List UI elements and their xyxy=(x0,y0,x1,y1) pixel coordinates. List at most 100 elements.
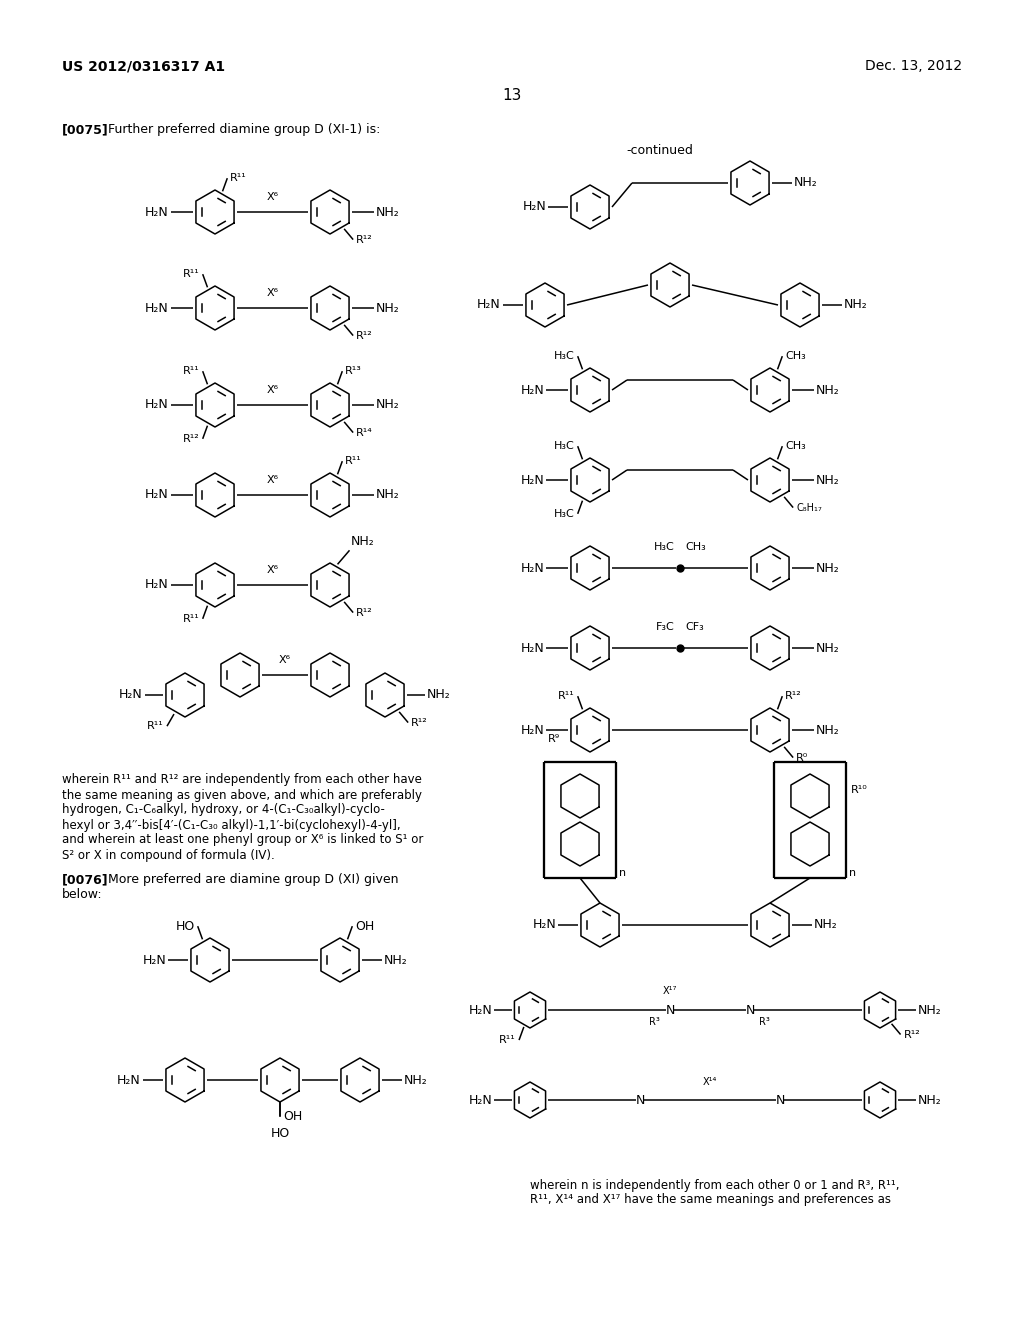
Text: H₃C: H₃C xyxy=(554,351,574,362)
Text: R³: R³ xyxy=(759,1016,769,1027)
Text: Dec. 13, 2012: Dec. 13, 2012 xyxy=(865,59,962,73)
Text: R¹²: R¹² xyxy=(356,607,373,618)
Text: H₂N: H₂N xyxy=(477,298,501,312)
Text: NH₂: NH₂ xyxy=(816,561,840,574)
Text: and wherein at least one phenyl group or X⁶ is linked to S¹ or: and wherein at least one phenyl group or… xyxy=(62,833,423,846)
Text: H₃C: H₃C xyxy=(654,543,675,552)
Text: H₂N: H₂N xyxy=(118,1073,141,1086)
Text: CH₃: CH₃ xyxy=(685,543,706,552)
Text: HO: HO xyxy=(270,1127,290,1140)
Text: S² or X in compound of formula (IV).: S² or X in compound of formula (IV). xyxy=(62,849,274,862)
Text: -continued: -continued xyxy=(627,144,693,157)
Text: hexyl or 3,4′′-bis[4′-(C₁-C₃₀ alkyl)-1,1′-bi(cyclohexyl)-4-yl],: hexyl or 3,4′′-bis[4′-(C₁-C₃₀ alkyl)-1,1… xyxy=(62,818,400,832)
Text: X⁶: X⁶ xyxy=(266,565,279,576)
Text: OH: OH xyxy=(283,1110,302,1122)
Text: R¹¹, X¹⁴ and X¹⁷ have the same meanings and preferences as: R¹¹, X¹⁴ and X¹⁷ have the same meanings … xyxy=(530,1193,891,1206)
Text: NH₂: NH₂ xyxy=(376,206,399,219)
Text: H₂N: H₂N xyxy=(145,578,169,591)
Text: R¹²: R¹² xyxy=(903,1030,921,1040)
Text: H₂N: H₂N xyxy=(468,1093,492,1106)
Text: H₂N: H₂N xyxy=(520,561,544,574)
Text: n: n xyxy=(618,869,626,878)
Text: R¹²: R¹² xyxy=(412,718,428,727)
Text: H₂N: H₂N xyxy=(142,953,166,966)
Text: N: N xyxy=(745,1003,755,1016)
Text: H₂N: H₂N xyxy=(532,919,556,932)
Text: More preferred are diamine group D (XI) given: More preferred are diamine group D (XI) … xyxy=(108,874,398,887)
Text: NH₂: NH₂ xyxy=(404,1073,428,1086)
Text: NH₂: NH₂ xyxy=(918,1093,942,1106)
Text: F₃C: F₃C xyxy=(656,622,675,632)
Text: wherein n is independently from each other 0 or 1 and R³, R¹¹,: wherein n is independently from each oth… xyxy=(530,1179,899,1192)
Text: X¹⁴: X¹⁴ xyxy=(702,1077,717,1086)
Text: 13: 13 xyxy=(503,87,521,103)
Text: X⁶: X⁶ xyxy=(266,385,279,395)
Text: H₂N: H₂N xyxy=(145,488,169,502)
Text: H₂N: H₂N xyxy=(468,1003,492,1016)
Text: NH₂: NH₂ xyxy=(376,399,399,412)
Text: the same meaning as given above, and which are preferably: the same meaning as given above, and whi… xyxy=(62,788,422,801)
Text: NH₂: NH₂ xyxy=(816,474,840,487)
Text: H₃C: H₃C xyxy=(554,441,574,451)
Text: R¹¹: R¹¹ xyxy=(500,1035,516,1045)
Text: [0076]: [0076] xyxy=(62,874,109,887)
Text: n: n xyxy=(849,869,856,878)
Text: hydrogen, C₁-C₆alkyl, hydroxy, or 4-(C₁-C₃₀alkyl)-cyclo-: hydrogen, C₁-C₆alkyl, hydroxy, or 4-(C₁-… xyxy=(62,804,385,817)
Text: CH₃: CH₃ xyxy=(785,441,806,451)
Text: N: N xyxy=(666,1003,675,1016)
Text: HO: HO xyxy=(175,920,195,933)
Text: R¹²: R¹² xyxy=(356,235,373,244)
Text: R¹⁰: R¹⁰ xyxy=(851,785,867,795)
Text: NH₂: NH₂ xyxy=(376,301,399,314)
Text: OH: OH xyxy=(355,920,375,933)
Text: X⁶: X⁶ xyxy=(279,655,291,665)
Text: H₃C: H₃C xyxy=(554,508,574,519)
Text: R³: R³ xyxy=(648,1016,659,1027)
Text: R⁰: R⁰ xyxy=(796,752,808,763)
Text: NH₂: NH₂ xyxy=(844,298,867,312)
Text: R¹²: R¹² xyxy=(356,330,373,341)
Text: H₂N: H₂N xyxy=(119,689,143,701)
Text: R¹¹: R¹¹ xyxy=(147,721,164,731)
Text: NH₂: NH₂ xyxy=(794,177,818,190)
Text: H₂N: H₂N xyxy=(520,642,544,655)
Text: NH₂: NH₂ xyxy=(384,953,408,966)
Text: H₂N: H₂N xyxy=(145,301,169,314)
Text: [0075]: [0075] xyxy=(62,124,109,136)
Text: US 2012/0316317 A1: US 2012/0316317 A1 xyxy=(62,59,225,73)
Text: NH₂: NH₂ xyxy=(816,642,840,655)
Text: X⁶: X⁶ xyxy=(266,288,279,298)
Text: NH₂: NH₂ xyxy=(816,384,840,396)
Text: R¹²: R¹² xyxy=(785,692,802,701)
Text: NH₂: NH₂ xyxy=(816,723,840,737)
Text: R¹¹: R¹¹ xyxy=(230,173,247,183)
Text: wherein R¹¹ and R¹² are independently from each other have: wherein R¹¹ and R¹² are independently fr… xyxy=(62,774,422,787)
Text: CF₃: CF₃ xyxy=(685,622,703,632)
Text: NH₂: NH₂ xyxy=(350,536,375,548)
Text: NH₂: NH₂ xyxy=(814,919,838,932)
Text: X¹⁷: X¹⁷ xyxy=(663,986,677,997)
Text: R¹³: R¹³ xyxy=(345,366,362,376)
Text: CH₃: CH₃ xyxy=(785,351,806,362)
Text: N: N xyxy=(635,1093,645,1106)
Text: R¹⁴: R¹⁴ xyxy=(356,428,373,437)
Text: NH₂: NH₂ xyxy=(427,689,451,701)
Text: R¹¹: R¹¹ xyxy=(558,692,574,701)
Text: X⁶: X⁶ xyxy=(266,475,279,484)
Text: H₂N: H₂N xyxy=(520,723,544,737)
Text: H₂N: H₂N xyxy=(522,201,546,214)
Text: C₈H₁₇: C₈H₁₇ xyxy=(796,503,822,512)
Text: R⁹: R⁹ xyxy=(548,734,560,744)
Text: Further preferred diamine group D (XI-1) is:: Further preferred diamine group D (XI-1)… xyxy=(108,124,380,136)
Text: H₂N: H₂N xyxy=(520,384,544,396)
Text: below:: below: xyxy=(62,888,102,902)
Text: R¹²: R¹² xyxy=(183,434,200,444)
Text: NH₂: NH₂ xyxy=(918,1003,942,1016)
Text: N: N xyxy=(775,1093,784,1106)
Text: H₂N: H₂N xyxy=(520,474,544,487)
Text: R¹¹: R¹¹ xyxy=(183,269,200,279)
Text: R¹¹: R¹¹ xyxy=(345,457,362,466)
Text: X⁶: X⁶ xyxy=(266,191,279,202)
Text: R¹¹: R¹¹ xyxy=(183,366,200,376)
Text: H₂N: H₂N xyxy=(145,399,169,412)
